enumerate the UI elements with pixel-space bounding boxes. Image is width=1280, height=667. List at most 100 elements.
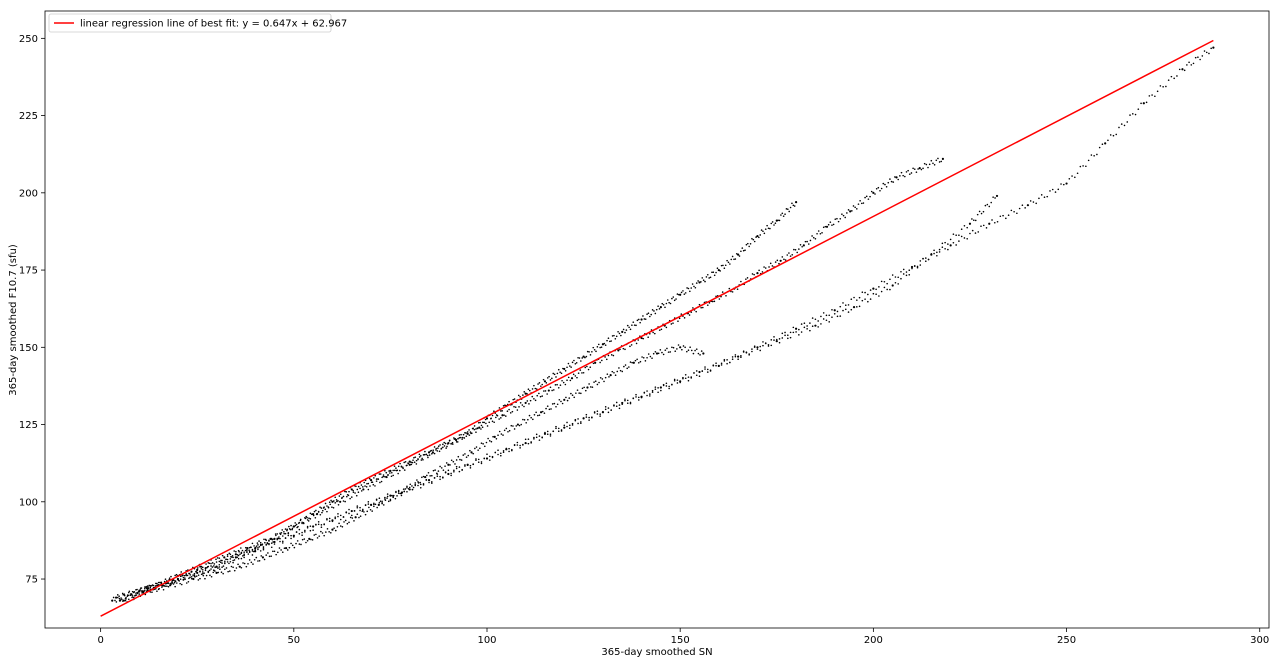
data-point	[395, 490, 397, 493]
data-point	[798, 328, 800, 331]
data-point	[234, 553, 237, 556]
data-point	[1013, 210, 1015, 213]
data-point	[200, 567, 203, 570]
data-point	[121, 592, 124, 595]
data-point	[437, 470, 440, 472]
data-point	[787, 208, 789, 211]
data-point	[596, 410, 599, 413]
data-point	[262, 548, 265, 551]
data-point	[635, 396, 637, 398]
data-point	[561, 379, 563, 382]
data-point	[774, 222, 777, 225]
data-point	[665, 326, 668, 329]
data-point	[1093, 155, 1095, 157]
data-point	[793, 205, 796, 207]
data-point	[458, 470, 461, 473]
data-point	[522, 418, 524, 421]
data-point	[414, 456, 417, 458]
data-point	[295, 542, 297, 545]
data-point	[604, 406, 607, 408]
data-point	[533, 436, 535, 439]
data-point	[127, 591, 130, 594]
data-point	[141, 590, 143, 593]
data-point	[632, 321, 635, 323]
data-point	[988, 222, 991, 225]
data-point	[384, 499, 387, 502]
data-point	[577, 418, 579, 420]
data-point	[677, 320, 679, 323]
data-point	[588, 416, 590, 419]
data-point	[538, 439, 541, 441]
data-point	[511, 410, 514, 413]
data-point	[586, 350, 589, 353]
data-point	[801, 245, 803, 248]
data-point	[172, 583, 175, 585]
data-point	[539, 395, 542, 398]
data-point	[172, 579, 175, 582]
data-point	[417, 484, 419, 487]
data-point	[499, 417, 502, 419]
data-point	[251, 548, 254, 551]
data-point	[179, 578, 182, 580]
data-point	[221, 566, 223, 569]
data-point	[475, 446, 478, 448]
data-point	[427, 479, 431, 482]
data-point	[373, 503, 375, 506]
data-point	[428, 481, 430, 484]
data-point	[933, 163, 936, 166]
data-point	[618, 404, 621, 406]
data-point	[698, 281, 701, 284]
data-point	[1167, 79, 1170, 81]
data-point	[243, 562, 246, 565]
data-point	[589, 386, 592, 388]
data-point	[269, 537, 272, 540]
data-point	[837, 220, 840, 223]
data-point	[167, 585, 170, 588]
data-point	[700, 306, 702, 309]
data-point	[662, 383, 665, 386]
data-point	[716, 267, 719, 269]
data-point	[798, 334, 800, 336]
data-point	[791, 253, 794, 256]
data-point	[642, 337, 645, 340]
data-point	[286, 529, 288, 532]
data-point	[908, 269, 911, 272]
data-point	[263, 558, 266, 561]
data-point	[734, 354, 737, 356]
data-point	[623, 365, 625, 368]
data-point	[759, 234, 762, 236]
data-point	[985, 227, 988, 229]
data-point	[430, 449, 433, 452]
data-point	[847, 304, 850, 306]
data-point	[897, 276, 900, 279]
data-point	[825, 319, 828, 322]
data-point	[557, 430, 560, 432]
data-point	[135, 594, 138, 596]
data-point	[865, 195, 868, 198]
data-point	[874, 193, 876, 195]
data-point	[516, 409, 519, 411]
data-point	[913, 264, 916, 267]
data-point	[286, 549, 289, 551]
data-point	[237, 563, 239, 566]
data-point	[614, 374, 617, 377]
data-point	[526, 400, 529, 402]
data-point	[526, 393, 528, 395]
data-point	[268, 540, 270, 542]
data-point	[310, 538, 312, 541]
data-point	[684, 346, 686, 349]
data-point	[175, 573, 178, 576]
data-point	[581, 372, 583, 374]
y-tick-label: 175	[19, 266, 38, 277]
data-point	[336, 500, 338, 503]
data-point	[646, 356, 648, 359]
data-point	[320, 507, 323, 509]
data-point	[486, 425, 489, 427]
data-point	[773, 339, 775, 341]
data-point	[607, 337, 610, 340]
data-point	[304, 531, 306, 533]
data-point	[711, 300, 714, 303]
data-point	[594, 361, 597, 364]
data-point	[551, 403, 554, 405]
data-point	[591, 386, 594, 388]
